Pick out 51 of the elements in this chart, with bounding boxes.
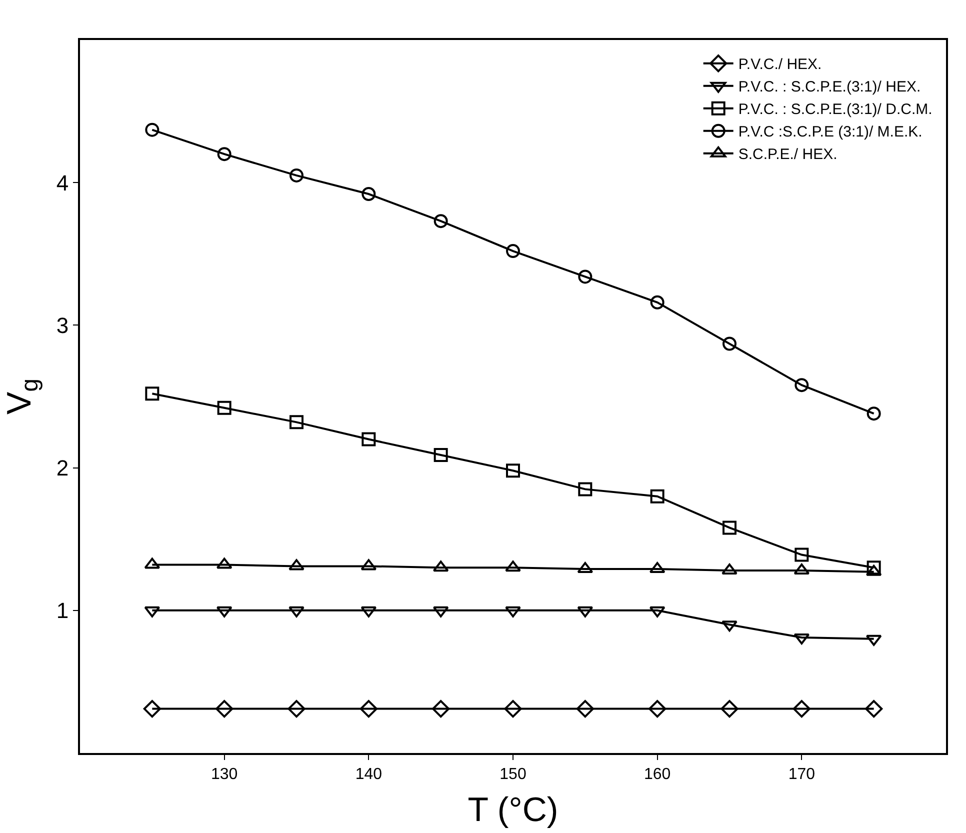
point [504,700,522,718]
point [217,147,232,162]
x-tick-label: 140 [355,766,382,784]
point [434,448,448,462]
legend-label: P.V.C. : S.C.P.E.(3:1)/ HEX. [738,78,921,96]
point [145,122,160,137]
y-tick-label: 1 [56,598,69,624]
legend-label: S.C.P.E./ HEX. [738,146,838,164]
point [290,415,304,430]
x-tick-label: 130 [210,766,238,784]
y-tick-label: 2 [56,456,69,480]
legend-label: P.V.C :S.C.P.E (3:1)/ M.E.K. [738,124,922,141]
point [720,700,738,718]
point [722,520,736,535]
x-tick-label: 170 [788,766,816,784]
point [506,464,520,478]
point [288,700,306,718]
point [578,270,592,284]
point [505,606,521,618]
point [434,214,448,228]
point [722,620,738,632]
point [650,489,664,504]
point [360,700,378,718]
point [866,406,881,421]
point [217,400,232,415]
point [362,187,376,202]
point [866,560,881,575]
legend-label: P.V.C./ HEX. [738,56,822,74]
point [362,432,376,446]
y-tick-label: 4 [56,170,69,196]
legend-label: P.V.C. : S.C.P.E.(3:1)/ D.C.M. [738,101,932,118]
x-axis-title: T (°C) [468,791,558,829]
point [216,700,234,718]
x-tick-label: 160 [644,766,671,784]
point [648,700,666,718]
y-tick-label: 3 [56,312,69,338]
point [143,700,161,718]
point [865,700,883,718]
point [576,700,594,718]
point [792,700,810,718]
point [145,386,160,401]
point [650,295,664,310]
point [578,482,592,496]
point [794,378,809,392]
point [290,168,304,182]
point [288,606,304,618]
point [432,700,450,718]
point [506,244,520,258]
x-tick-label: 150 [500,766,526,784]
point [794,548,809,562]
point [722,336,736,351]
